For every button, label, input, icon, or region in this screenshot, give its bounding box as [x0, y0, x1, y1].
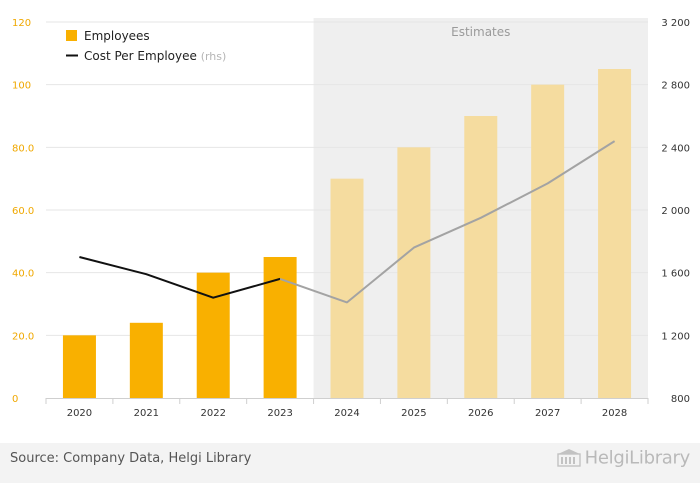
source-note: Source: Company Data, Helgi Library	[10, 451, 252, 466]
x-tick-label: 2021	[134, 408, 159, 419]
x-tick-label: 2022	[200, 408, 225, 419]
bar-employees-2026	[464, 116, 498, 398]
x-tick-label: 2028	[602, 408, 627, 419]
y-left-tick-label: 20.0	[12, 331, 34, 342]
estimates-label: Estimates	[451, 25, 510, 39]
brand-name: HelgiLibrary	[584, 447, 691, 469]
x-tick-label: 2020	[67, 408, 92, 419]
y-right-tick-label: 800	[671, 394, 690, 405]
bar-employees-2027	[531, 84, 565, 399]
line-cost-per-employee-actual	[79, 256, 281, 299]
helgi-library-logo: HelgiLibrary	[556, 447, 691, 469]
y-left-tick-label: 60.0	[12, 206, 34, 217]
legend-cost-name: Cost Per Employee	[84, 49, 201, 63]
legend-rhs-note: (rhs)	[201, 50, 227, 63]
footer-bar	[0, 443, 700, 483]
x-tick-label: 2026	[468, 408, 493, 419]
bar-employees-2020	[62, 335, 96, 398]
y-left-tick-label: 40.0	[12, 269, 34, 280]
x-tick-label: 2023	[267, 408, 292, 419]
bar-employees-2021	[129, 322, 163, 398]
bar-employees-2025	[397, 147, 431, 398]
library-building-icon	[556, 449, 581, 467]
y-left-tick-label: 100	[12, 81, 31, 92]
y-right-tick-label: 3 200	[661, 18, 690, 29]
y-right-tick-label: 1 600	[661, 269, 690, 280]
y-left-tick-label: 0	[12, 394, 18, 405]
line-cost-per-employee-estimate	[279, 140, 616, 304]
legend-employees-label: Employees	[84, 29, 150, 43]
bar-employees-2022	[196, 272, 230, 398]
y-left-tick-label: 120	[12, 18, 31, 29]
bar-employees-2028	[598, 69, 632, 398]
y-right-tick-label: 2 000	[661, 206, 690, 217]
x-tick-label: 2025	[401, 408, 426, 419]
bar-employees-2023	[263, 257, 297, 398]
legend-employees-swatch	[66, 30, 77, 41]
legend-cost-label: Cost Per Employee (rhs)	[84, 49, 226, 63]
x-tick-label: 2027	[535, 408, 560, 419]
y-right-tick-label: 1 200	[661, 331, 690, 342]
x-tick-label: 2024	[334, 408, 359, 419]
y-left-tick-label: 80.0	[12, 143, 34, 154]
bar-employees-2024	[330, 178, 364, 398]
y-right-tick-label: 2 800	[661, 81, 690, 92]
combo-chart: Estimates 0 20.0 40.0 60.0 80.0 100 120 800 1 200…	[12, 18, 690, 419]
y-right-tick-label: 2 400	[661, 143, 690, 154]
